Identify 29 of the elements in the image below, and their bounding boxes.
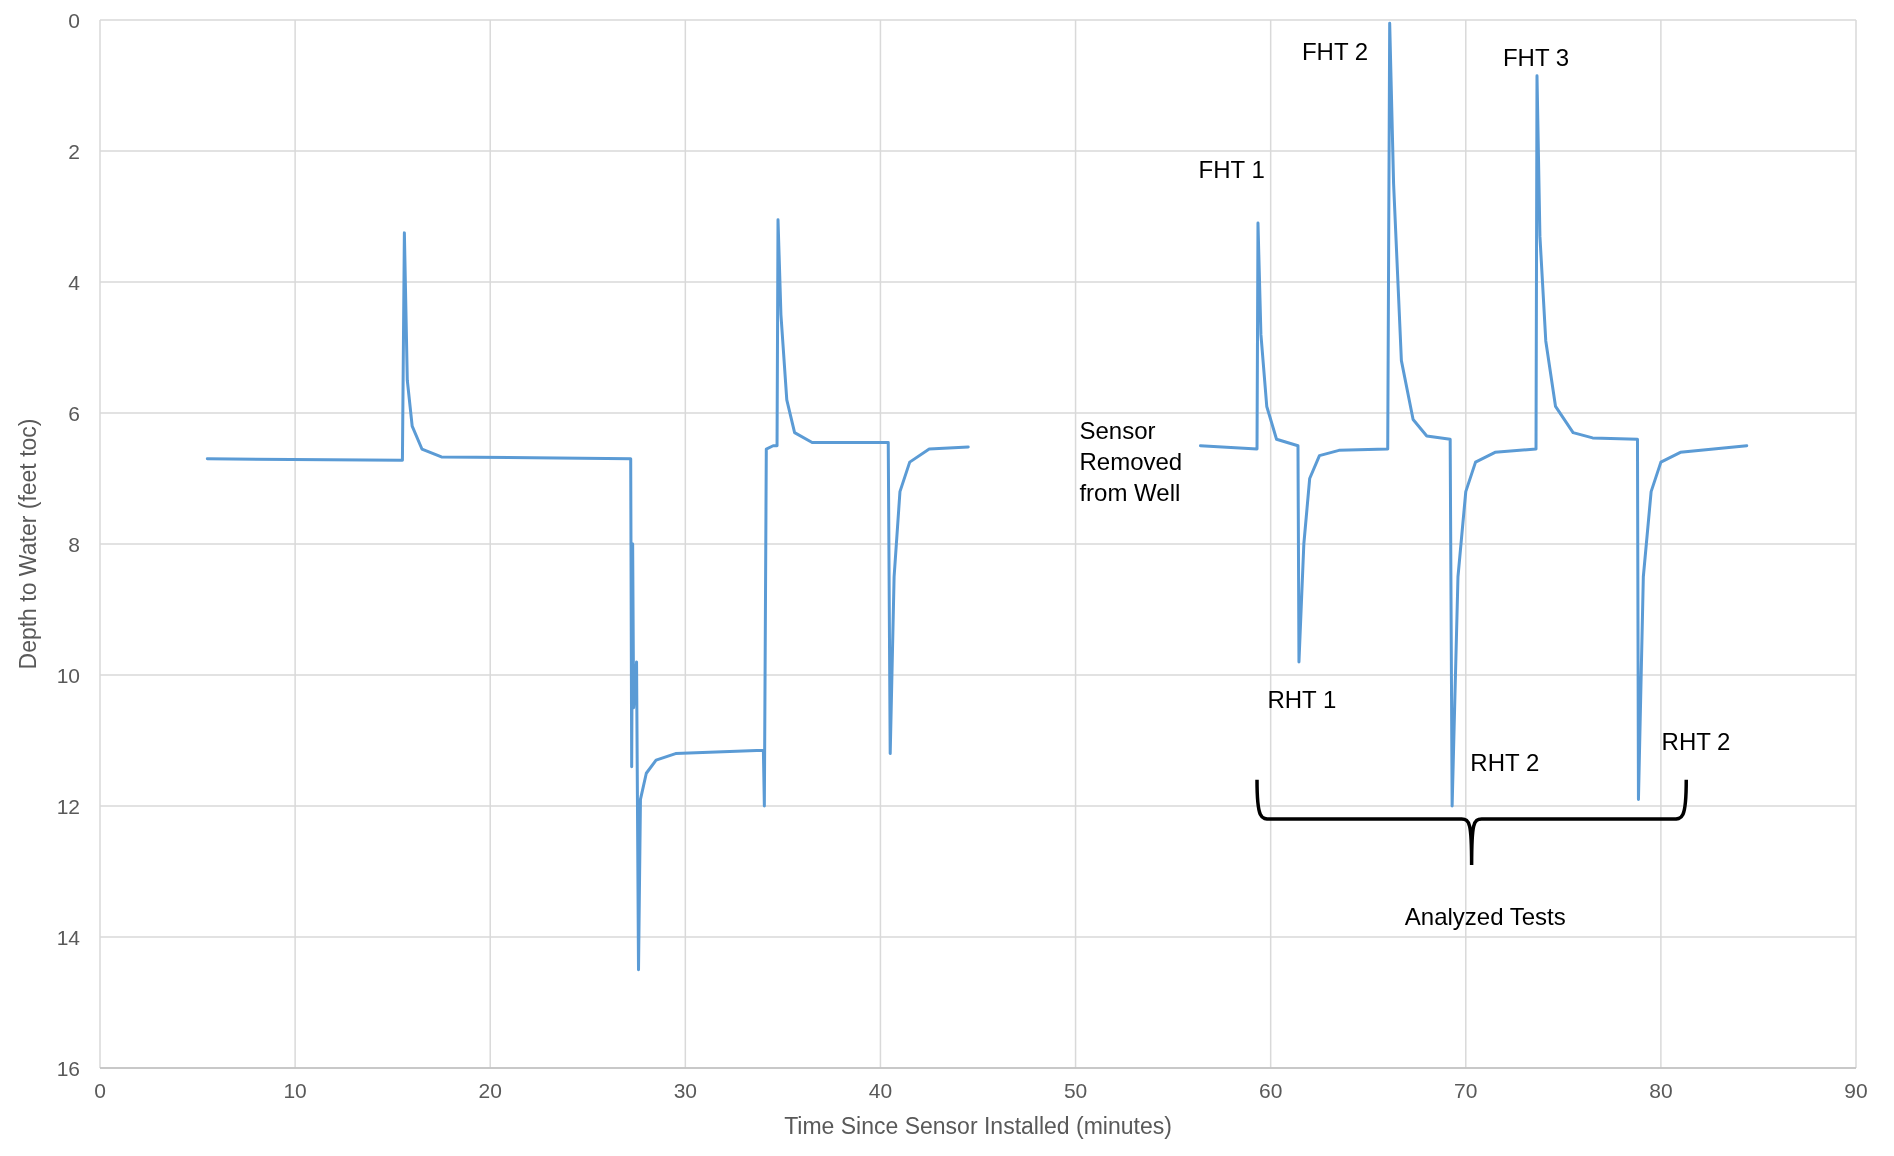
annotation: RHT 1: [1267, 685, 1337, 713]
x-tick-label: 90: [1844, 1079, 1868, 1102]
y-tick-label: 2: [68, 139, 80, 163]
x-tick-label: 80: [1649, 1079, 1673, 1102]
annotation: FHT 2: [1301, 37, 1369, 65]
x-tick-label: 60: [1258, 1079, 1283, 1102]
annotation: RHT 2: [1470, 748, 1540, 776]
y-tick-label: 10: [56, 663, 80, 687]
y-tick-label: 14: [56, 925, 81, 949]
y-tick-label: 0: [68, 8, 80, 32]
annotation: Sensor Removed from Well: [1079, 416, 1183, 506]
x-tick-label: 70: [1454, 1079, 1478, 1102]
y-tick-label: 4: [68, 270, 81, 294]
x-tick-label: 20: [478, 1079, 502, 1102]
annotation: Analyzed Tests: [1404, 902, 1566, 930]
y-tick-label: 12: [56, 794, 80, 818]
y-tick-label: 8: [68, 532, 80, 556]
y-tick-label: 16: [56, 1056, 80, 1080]
x-tick-label: 10: [283, 1079, 307, 1102]
x-tick-label: 40: [868, 1079, 893, 1102]
x-tick-label: 0: [94, 1079, 106, 1102]
annotation: FHT 1: [1198, 155, 1265, 183]
y-axis-title: Depth to Water (feet toc): [15, 418, 41, 670]
annotation: FHT 3: [1502, 43, 1570, 71]
y-tick-label: 6: [68, 401, 80, 425]
x-axis-title: Time Since Sensor Installed (minutes): [784, 1113, 1172, 1139]
annotation: RHT 2: [1661, 727, 1731, 754]
x-tick-label: 30: [673, 1079, 698, 1102]
x-tick-label: 50: [1063, 1079, 1088, 1102]
